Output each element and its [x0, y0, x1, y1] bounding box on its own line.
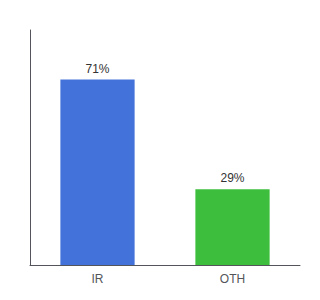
svg-text:71%: 71% [85, 62, 109, 76]
svg-text:IR: IR [92, 272, 104, 286]
svg-text:OTH: OTH [220, 272, 245, 286]
svg-text:29%: 29% [220, 171, 244, 185]
